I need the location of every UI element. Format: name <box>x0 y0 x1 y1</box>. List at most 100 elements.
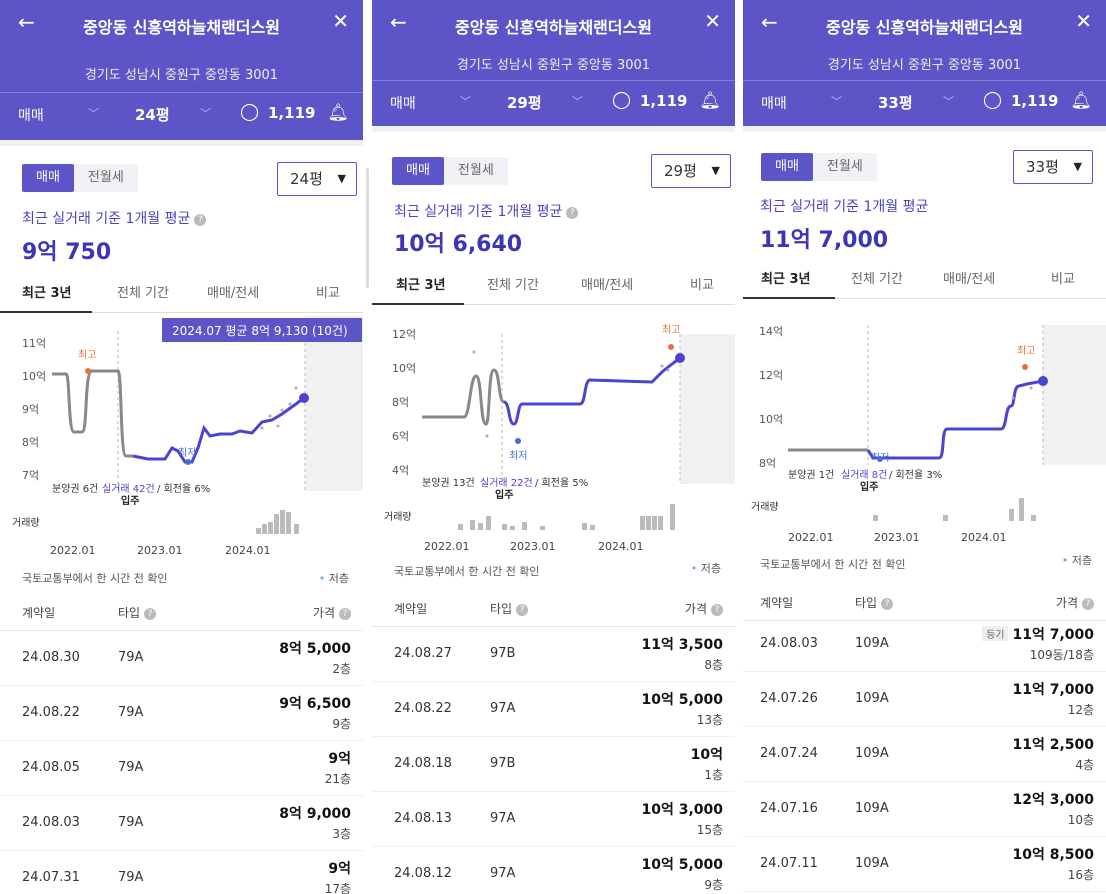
latest-point[interactable] <box>1038 376 1048 386</box>
bell-icon[interactable]: 🔔︎ <box>1070 91 1092 111</box>
size-dropdown[interactable]: 24평 ▼ <box>277 162 357 196</box>
latest-point[interactable] <box>675 353 685 363</box>
x-tick: 2024.01 <box>598 540 644 553</box>
section-divider <box>372 126 735 132</box>
comment-count[interactable]: 1,119 <box>1011 92 1059 110</box>
volume-bars <box>458 504 675 530</box>
size-dropdown[interactable]: 29평 ▼ <box>651 154 731 188</box>
table-row[interactable]: 24.08.05 79A 9억 21층 <box>0 740 363 796</box>
row-type: 97B <box>490 756 516 771</box>
tab-recent-3y[interactable]: 최근 3년 <box>22 286 72 301</box>
size-dropdown[interactable]: 33평 ▼ <box>1013 150 1093 184</box>
chevron-down-icon: ﹀ <box>200 107 211 120</box>
row-floor: 15층 <box>696 823 723 837</box>
help-icon[interactable]: ? <box>194 214 207 226</box>
summary-link: 실거래 8건 <box>841 469 887 481</box>
row-type: 79A <box>118 760 144 775</box>
bell-icon[interactable]: 🔔︎ <box>327 103 349 123</box>
table-row[interactable]: 24.07.11 109A 10억 8,500 16층 <box>743 836 1106 892</box>
tab-sale-jeonse[interactable]: 매매/전세 <box>207 286 260 301</box>
tab-compare[interactable]: 비교 <box>690 278 714 293</box>
tab-recent-3y[interactable]: 최근 3년 <box>761 272 811 287</box>
deal-type-select[interactable]: 매매 <box>761 96 787 112</box>
table-row[interactable]: 24.08.12 97A 10억 5,000 9층 <box>372 846 735 894</box>
help-icon[interactable]: ? <box>516 604 529 616</box>
close-icon[interactable]: ✕ <box>332 9 349 33</box>
table-row[interactable]: 24.08.27 97B 11억 3,500 8층 <box>372 626 735 682</box>
trade-type-toggle: 매매 전월세 <box>392 157 508 185</box>
table-row[interactable]: 24.07.24 109A 11억 2,500 4층 <box>743 726 1106 782</box>
table-row[interactable]: 24.07.31 79A 9억 17층 <box>0 850 363 894</box>
tab-sale-jeonse[interactable]: 매매/전세 <box>943 272 996 287</box>
deal-type-select[interactable]: 매매 <box>18 108 44 124</box>
size-select[interactable]: 33평 <box>878 94 913 112</box>
table-row[interactable]: 24.07.26 109A 11억 7,000 12층 <box>743 671 1106 727</box>
table-row[interactable]: 24.08.03 79A 8억 9,000 3층 <box>0 795 363 851</box>
help-icon[interactable]: ? <box>711 604 723 616</box>
help-icon[interactable]: ? <box>339 608 351 620</box>
table-row[interactable]: 24.07.16 109A 12억 3,000 10층 <box>743 781 1106 837</box>
low-label: 최저 <box>509 450 527 462</box>
toggle-sale[interactable]: 매매 <box>761 153 813 181</box>
size-select[interactable]: 29평 <box>507 94 542 112</box>
row-date: 24.08.12 <box>394 866 452 881</box>
back-arrow-icon[interactable]: ← <box>761 10 778 34</box>
price-chart[interactable]: 14억 12억 10억 8억 최고 최저 분양권 1건 실거래 8건 / 회전율… <box>743 310 1106 550</box>
row-date: 24.07.11 <box>760 856 818 871</box>
comment-count[interactable]: 1,119 <box>640 92 688 110</box>
toggle-rent[interactable]: 전월세 <box>443 157 508 185</box>
help-icon[interactable]: ? <box>566 207 579 219</box>
toggle-sale[interactable]: 매매 <box>22 164 74 192</box>
price-chart[interactable]: 12억 10억 8억 6억 4억 최고 최저 분양권 13건 실거래 22건 /… <box>372 314 735 554</box>
table-row[interactable]: 24.08.18 97B 10억 1층 <box>372 736 735 792</box>
tab-compare[interactable]: 비교 <box>316 286 340 301</box>
y-tick: 8억 <box>759 457 776 470</box>
tab-all-period[interactable]: 전체 기간 <box>117 286 169 301</box>
presale-line <box>422 368 505 426</box>
back-arrow-icon[interactable]: ← <box>18 10 35 34</box>
help-icon[interactable]: ? <box>144 608 157 620</box>
section-divider <box>0 140 363 146</box>
comment-icon[interactable]: ◯ <box>240 102 260 122</box>
col-price: 가격? <box>313 604 351 621</box>
row-date: 24.08.18 <box>394 756 452 771</box>
row-type: 97A <box>490 866 516 881</box>
size-select[interactable]: 24평 <box>135 106 170 124</box>
help-icon[interactable]: ? <box>1082 598 1094 610</box>
volume-bars <box>873 498 1036 521</box>
row-price: 11억 2,500 <box>1012 737 1094 753</box>
table-row[interactable]: 24.08.03 109A 등기 11억 7,000 109동/18층 <box>743 616 1106 672</box>
toggle-rent[interactable]: 전월세 <box>73 164 138 192</box>
close-icon[interactable]: ✕ <box>1075 9 1092 33</box>
bell-icon[interactable]: 🔔︎ <box>699 91 721 111</box>
tab-sale-jeonse[interactable]: 매매/전세 <box>581 278 634 293</box>
table-row[interactable]: 24.08.13 97A 10억 3,000 15층 <box>372 791 735 847</box>
comment-icon[interactable]: ◯ <box>612 90 632 110</box>
row-date: 24.07.24 <box>760 746 818 761</box>
tab-all-period[interactable]: 전체 기간 <box>487 278 539 293</box>
row-price: 9억 <box>328 861 351 877</box>
tab-recent-3y[interactable]: 최근 3년 <box>396 278 446 293</box>
comment-count[interactable]: 1,119 <box>268 104 316 122</box>
x-tick: 2022.01 <box>788 531 834 544</box>
table-row[interactable]: 24.08.30 79A 8억 5,000 2층 <box>0 630 363 686</box>
y-tick: 10억 <box>759 413 783 426</box>
table-row[interactable]: 24.08.22 79A 9억 6,500 9층 <box>0 685 363 741</box>
comment-icon[interactable]: ◯ <box>983 90 1003 110</box>
tab-compare[interactable]: 비교 <box>1051 272 1075 287</box>
toggle-sale[interactable]: 매매 <box>392 157 444 185</box>
chart-tabs: 최근 3년 전체 기간 매매/전세 비교 <box>0 272 363 313</box>
deal-type-select[interactable]: 매매 <box>390 96 416 112</box>
price-chart[interactable]: 11억 10억 9억 8억 7억 최고 최저 분양권 6건 실거래 42건 / … <box>0 316 363 556</box>
scrollbar[interactable] <box>366 168 369 288</box>
toggle-rent[interactable]: 전월세 <box>812 153 877 181</box>
close-icon[interactable]: ✕ <box>704 9 721 33</box>
help-icon[interactable]: ? <box>881 598 894 610</box>
latest-point[interactable] <box>299 393 309 403</box>
table-row[interactable]: 24.08.22 97A 10억 5,000 13층 <box>372 681 735 737</box>
summary-link: 실거래 22건 <box>480 477 533 489</box>
tab-all-period[interactable]: 전체 기간 <box>851 272 903 287</box>
back-arrow-icon[interactable]: ← <box>390 10 407 34</box>
price-line <box>503 356 681 426</box>
complex-title: 중앙동 신흥역하늘채랜더스원 <box>826 18 1023 37</box>
